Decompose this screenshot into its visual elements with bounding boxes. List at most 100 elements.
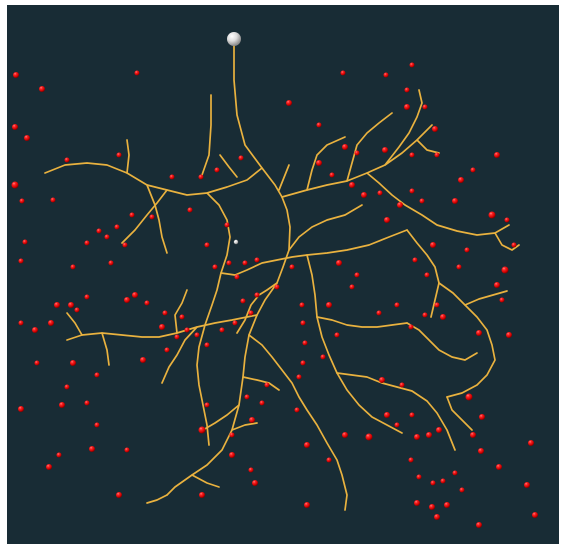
neurite-branch — [384, 89, 423, 166]
synapse-marker — [18, 258, 24, 264]
synapse-marker — [114, 224, 120, 230]
synapse-marker — [384, 412, 390, 418]
synapse-marker — [430, 242, 436, 248]
synapse-marker — [122, 242, 128, 248]
neurite-branch — [464, 290, 508, 306]
synapse-marker — [478, 448, 484, 454]
synapse-marker — [304, 442, 310, 448]
synapse-marker — [329, 172, 335, 178]
synapse-marker — [302, 340, 308, 346]
synapse-marker — [299, 302, 305, 308]
synapse-marker — [104, 234, 110, 240]
synapse-marker — [184, 327, 190, 333]
synapse-marker — [334, 332, 340, 338]
synapse-marker — [24, 135, 30, 141]
synapse-marker — [116, 152, 122, 158]
synapse-marker — [240, 298, 246, 304]
synapse-marker — [39, 86, 45, 92]
synapse-marker — [68, 302, 74, 308]
synapse-marker — [59, 402, 65, 408]
synapse-marker — [286, 100, 292, 106]
synapse-marker — [465, 393, 473, 401]
neurite-branch — [66, 314, 258, 341]
synapse-marker — [399, 382, 405, 388]
synapse-marker — [464, 247, 470, 253]
synapse-marker — [238, 155, 244, 161]
neurite-branch — [166, 196, 291, 496]
synapse-marker — [452, 470, 458, 476]
synapse-marker — [94, 372, 100, 378]
synapse-marker — [444, 502, 450, 508]
neurite-branch — [438, 282, 496, 398]
synapse-marker — [289, 264, 295, 270]
synapse-marker — [426, 432, 432, 438]
synapse-marker — [316, 160, 322, 166]
synapse-marker — [242, 260, 248, 266]
synapse-marker — [365, 433, 373, 441]
synapse-marker — [159, 324, 165, 330]
soma-sphere[interactable] — [227, 32, 241, 46]
neurite-branch — [346, 112, 393, 182]
synapse-marker — [164, 347, 170, 353]
synapse-marker — [264, 382, 270, 388]
synapse-marker — [179, 314, 185, 320]
synapse-marker — [18, 320, 24, 326]
neurite-branch — [336, 372, 456, 451]
neurite-branch — [101, 332, 110, 366]
synapse-marker — [149, 214, 155, 220]
synapse-marker — [470, 167, 476, 173]
synapse-marker — [84, 400, 90, 406]
synapse-marker — [144, 300, 150, 306]
synapse-marker — [54, 302, 60, 308]
synapse-marker — [129, 212, 135, 218]
synapse-marker — [476, 330, 482, 336]
synapse-marker — [409, 62, 415, 68]
synapse-marker — [379, 377, 385, 383]
neuron-scene[interactable] — [7, 5, 559, 544]
3d-viewport[interactable] — [7, 5, 559, 544]
synapse-marker — [377, 190, 383, 196]
synapse-marker — [124, 447, 130, 453]
synapse-marker — [162, 310, 168, 316]
neurite-branch — [44, 162, 263, 196]
synapse-marker — [456, 264, 462, 270]
synapse-marker — [349, 284, 355, 290]
synapse-marker — [204, 242, 210, 248]
synapse-marker — [434, 302, 440, 308]
synapse-marker — [214, 167, 220, 173]
synapse-marker — [32, 327, 38, 333]
synapse-marker — [436, 427, 442, 433]
synapse-marker — [494, 282, 500, 288]
synapse-marker — [320, 354, 326, 360]
synapse-marker — [56, 452, 62, 458]
neurite-tree — [44, 39, 520, 511]
neurite-branch — [236, 282, 278, 334]
synapse-marker — [212, 264, 218, 270]
synapse-marker — [34, 360, 40, 366]
synapse-marker — [422, 104, 428, 110]
neurite-branch — [248, 334, 348, 511]
neurite-branch — [366, 172, 510, 236]
synapse-marker — [169, 174, 175, 180]
neurite-branch — [66, 312, 83, 336]
synapse-marker — [354, 272, 360, 278]
secondary-marker — [233, 239, 239, 245]
synapse-marker — [488, 211, 496, 219]
synapse-marker — [199, 492, 205, 498]
synapse-marker — [458, 177, 464, 183]
neurite-branch — [446, 396, 473, 431]
synapse-marker — [226, 260, 232, 266]
synapse-marker — [229, 452, 235, 458]
synapse-marker — [383, 72, 389, 78]
synapse-marker — [349, 182, 355, 188]
synapse-marker — [479, 414, 485, 420]
synapse-marker — [254, 292, 260, 298]
synapse-marker — [422, 312, 428, 318]
synapse-marker — [249, 417, 255, 423]
synapse-marker — [204, 402, 210, 408]
neurite-branch — [231, 422, 258, 431]
synapse-marker — [134, 70, 140, 76]
synapse-marker — [316, 122, 322, 128]
synapse-marker — [89, 446, 95, 452]
synapse-marker — [412, 257, 418, 263]
